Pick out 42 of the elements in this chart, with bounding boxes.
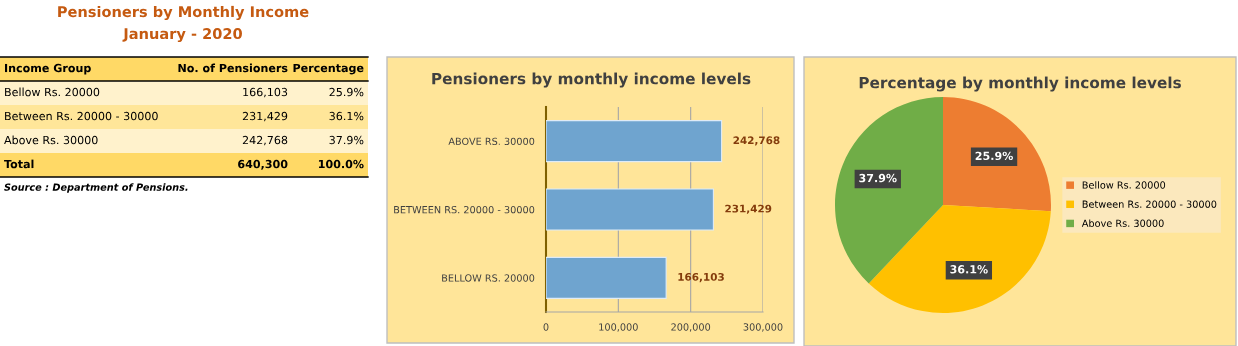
text: 242,768 [242, 135, 288, 146]
chart-title: Pensioners by monthly income levels [432, 72, 751, 88]
bar [546, 120, 723, 163]
text: Above Rs. 30000 [4, 135, 98, 145]
text: 36.1% [329, 111, 364, 121]
pie-slice [835, 97, 943, 284]
text: Percentage [293, 63, 364, 75]
data-label: 231,429 [725, 204, 772, 214]
y-tick-label: BETWEEN RS. 20000 - 30000 [394, 205, 535, 214]
text: 231,429 [242, 111, 288, 122]
text: Pensioners by Monthly Income [58, 5, 309, 21]
data-label: 242,768 [733, 136, 780, 146]
text: Bellow Rs. 20000 [5, 87, 100, 97]
legend-label: Between Rs. 20000 - 30000 [1082, 200, 1217, 208]
text: Between Rs. 20000 - 30000 [5, 111, 158, 121]
bar [546, 256, 667, 299]
text: 640,300 [238, 159, 288, 170]
text: Total [4, 159, 34, 169]
text: 100.0% [318, 159, 364, 169]
y-tick-label: BELLOW RS. 20000 [442, 274, 535, 282]
bar [546, 188, 714, 231]
x-tick-label: 300,000 [743, 323, 783, 332]
chart-title: Percentage by monthly income levels [859, 76, 1181, 92]
data-label: 36.1% [950, 265, 988, 274]
pie-slice [868, 205, 1051, 313]
source-note: Source : Department of Pensions. [4, 183, 188, 193]
text: No. of Pensioners [178, 63, 288, 73]
data-label: 166,103 [678, 272, 724, 283]
data-label: 25.9% [975, 151, 1013, 161]
data-label: 37.9% [859, 173, 897, 183]
text: 25.9% [329, 87, 364, 97]
pie-slice [943, 97, 1051, 212]
text: 166,103 [243, 87, 288, 98]
x-tick-label: 100,000 [599, 323, 638, 332]
legend-label: Above Rs. 30000 [1081, 219, 1164, 227]
legend-label: Bellow Rs. 20000 [1082, 181, 1166, 189]
text: January - 2020 [122, 28, 242, 43]
text: 37.9% [329, 135, 364, 145]
text: Income Group [5, 63, 91, 75]
x-tick-label: 200,000 [671, 323, 711, 332]
y-tick-label: ABOVE RS. 30000 [448, 137, 535, 145]
x-tick-label: 0 [543, 323, 549, 331]
